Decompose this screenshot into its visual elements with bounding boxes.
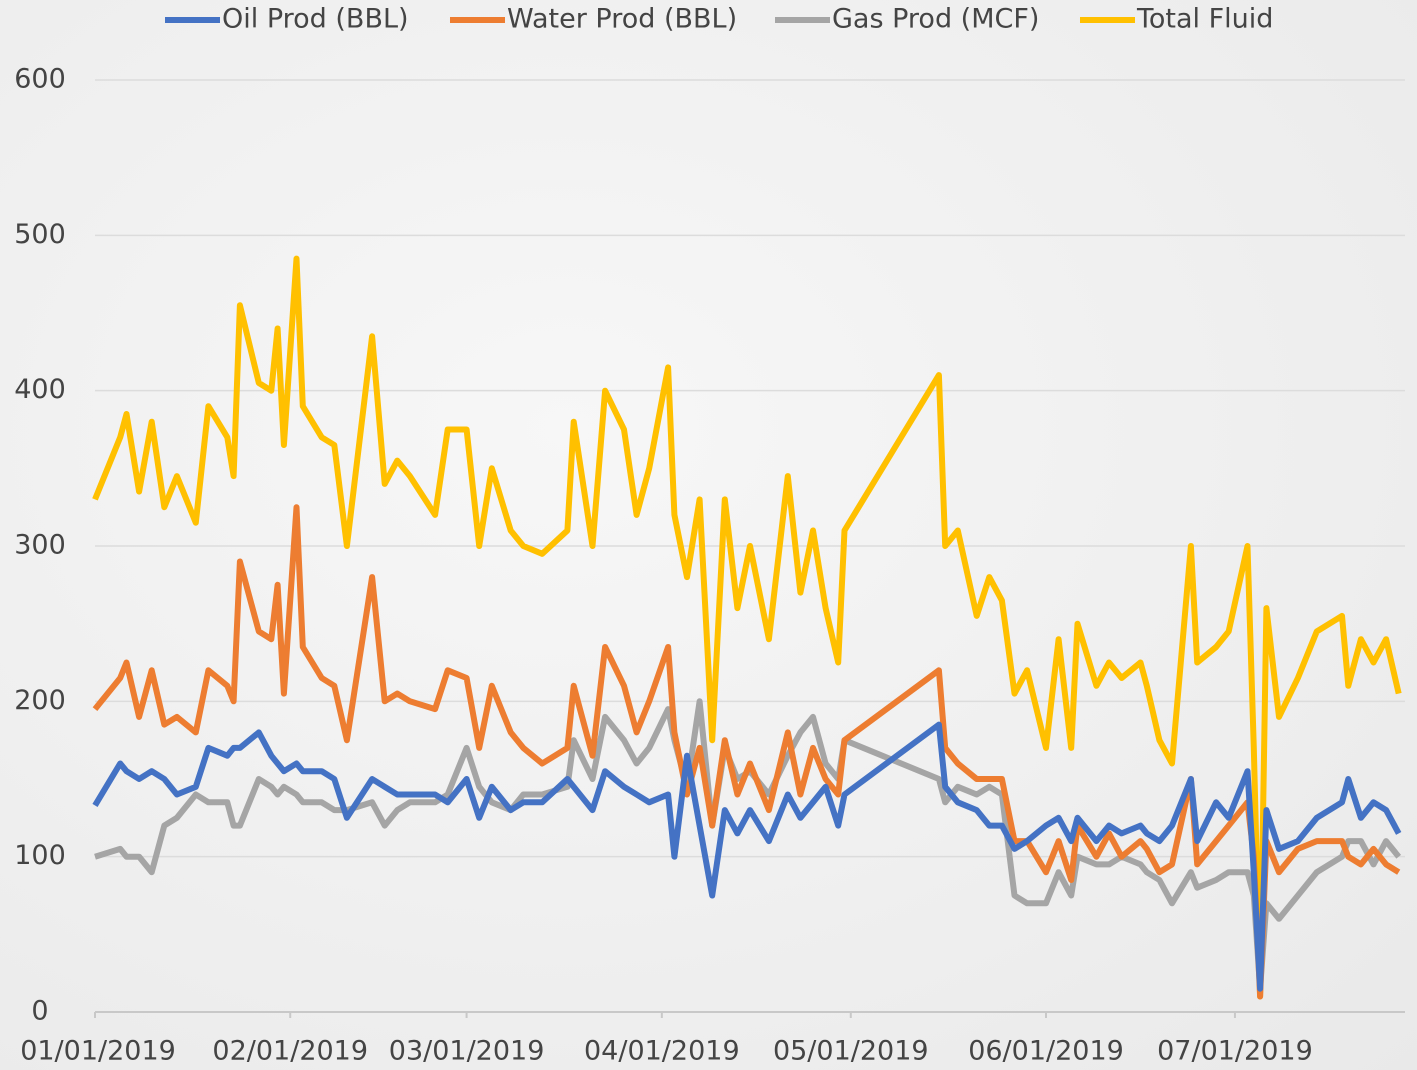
x-tick-label: 01/01/2019 [20, 1036, 176, 1067]
series-line [92, 721, 1402, 992]
y-tick-label: 500 [14, 219, 66, 250]
legend-label: Gas Prod (MCF) [832, 4, 1039, 35]
x-tick-label: 05/01/2019 [773, 1036, 929, 1067]
y-tick-label: 0 [31, 996, 48, 1027]
x-tick-label: 04/01/2019 [584, 1036, 740, 1067]
x-tick-label: 02/01/2019 [212, 1036, 368, 1067]
series-line [92, 504, 1401, 1000]
x-tick-label: 06/01/2019 [968, 1036, 1124, 1067]
series-line [94, 698, 1402, 992]
y-tick-label: 100 [14, 840, 66, 871]
y-tick-label: 200 [14, 685, 66, 716]
x-tick-label: 07/01/2019 [1157, 1036, 1313, 1067]
legend-label: Total Fluid [1136, 4, 1273, 35]
series-line [92, 255, 1402, 1000]
y-tick-label: 600 [14, 64, 66, 95]
y-tick-label: 400 [14, 374, 66, 405]
legend-label: Water Prod (BBL) [507, 4, 737, 35]
x-tick-label: 03/01/2019 [389, 1036, 545, 1067]
legend-label: Oil Prod (BBL) [222, 4, 409, 35]
y-tick-label: 300 [14, 530, 66, 561]
